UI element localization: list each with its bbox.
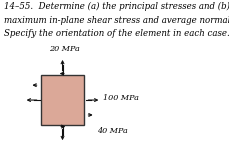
Text: 100 MPa: 100 MPa bbox=[103, 94, 139, 102]
Text: maximum in-plane shear stress and average normal stress.: maximum in-plane shear stress and averag… bbox=[4, 16, 229, 25]
Text: 20 MPa: 20 MPa bbox=[49, 45, 79, 53]
Text: Specify the orientation of the element in each case.: Specify the orientation of the element i… bbox=[4, 29, 229, 38]
Text: 14–55.  Determine (a) the principal stresses and (b) the: 14–55. Determine (a) the principal stres… bbox=[4, 2, 229, 12]
Text: 40 MPa: 40 MPa bbox=[97, 127, 128, 135]
Bar bbox=[41, 75, 84, 125]
